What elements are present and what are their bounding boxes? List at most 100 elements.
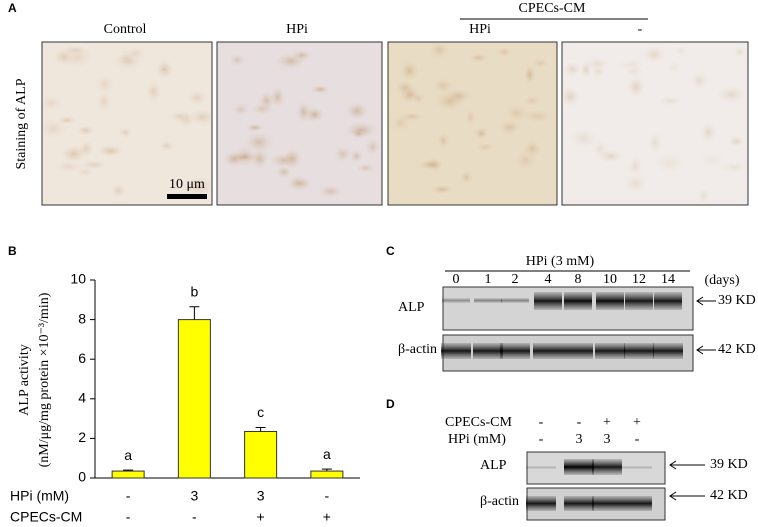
cell [229,53,246,67]
cell [56,116,77,125]
arrow-head [696,345,704,355]
cell [523,94,541,107]
bar [177,319,211,479]
cell [647,132,663,154]
error-bar [255,427,266,432]
cell [716,85,747,104]
column-label: - [638,22,643,37]
cell [233,145,257,168]
panel-label: C [386,244,395,258]
band [500,343,530,359]
marker-label: 39 KD [718,293,756,308]
cell [110,183,127,198]
cell [495,47,513,57]
condition-label: HPi (mM) [10,488,69,504]
cell [614,60,641,71]
arrow-head [669,491,677,501]
band [442,298,470,303]
condition-value: - [126,488,131,504]
band [474,298,502,303]
cell [95,74,114,94]
band [526,496,556,511]
y-tick-label: 6 [78,350,86,366]
band [625,292,653,310]
band [592,496,622,511]
cell [244,131,275,153]
cell [622,173,649,194]
lane-label: 4 [545,272,552,287]
cell [269,86,286,108]
lane-label: 10 [603,272,617,287]
band [595,343,625,359]
cell [428,40,450,60]
condition-value: + [323,509,331,525]
condition-value: + [603,415,611,430]
cell [186,90,208,106]
condition-value: - [635,432,640,447]
panel-label: A [8,1,17,15]
band [533,343,563,359]
band [473,343,503,359]
group-label: CPECs-CM [519,1,586,16]
condition-value: + [257,509,265,525]
cell [286,176,313,191]
cell [245,123,264,132]
band [501,298,529,303]
condition-label: CPECs-CM [445,415,512,430]
cell [429,184,454,195]
band [592,459,622,475]
cell [733,46,746,58]
condition-value: 3 [257,488,265,504]
cell [727,135,745,148]
band [624,343,654,359]
band [534,292,562,310]
arrow-head [696,296,704,306]
significance-letter: c [257,404,264,420]
row-label: ALP [398,300,425,315]
cell [718,161,750,174]
y-tick-label: 8 [78,310,86,326]
condition-value: - [325,488,330,504]
condition-label: CPECs-CM [10,509,82,525]
cell [97,90,111,112]
cell [168,110,190,123]
error-bar [321,468,332,472]
scale-bar [167,194,207,199]
cell [627,156,643,176]
cell [291,49,312,61]
scale-bar-label: 10 μm [169,177,205,192]
cell [411,92,426,105]
cell [585,57,610,71]
lane-label: 2 [512,272,519,287]
cell [276,165,292,179]
band [564,292,592,310]
cell [642,45,666,64]
cell [187,108,218,126]
panel-label: B [8,244,17,258]
bar [111,470,145,479]
cell [63,45,88,55]
band [654,292,682,310]
band [564,459,594,475]
band [563,343,593,359]
condition-value: 3 [604,432,611,447]
cell [77,167,94,177]
cell [333,145,352,163]
cell [474,142,497,152]
condition-value: - [192,509,197,525]
cell [54,160,85,173]
y-tick-label: 0 [78,469,86,485]
arrow-head [669,460,677,470]
lane-unit: (days) [705,273,740,288]
cell [310,84,330,94]
marker-label: 39 KD [710,457,748,472]
significance-letter: a [124,447,132,463]
marker-label: 42 KD [710,488,748,503]
cell [503,103,530,123]
condition-value: 3 [576,432,583,447]
band [622,496,652,511]
cell [184,177,214,196]
cell [561,86,580,107]
cell [523,64,536,85]
cell [399,60,420,82]
